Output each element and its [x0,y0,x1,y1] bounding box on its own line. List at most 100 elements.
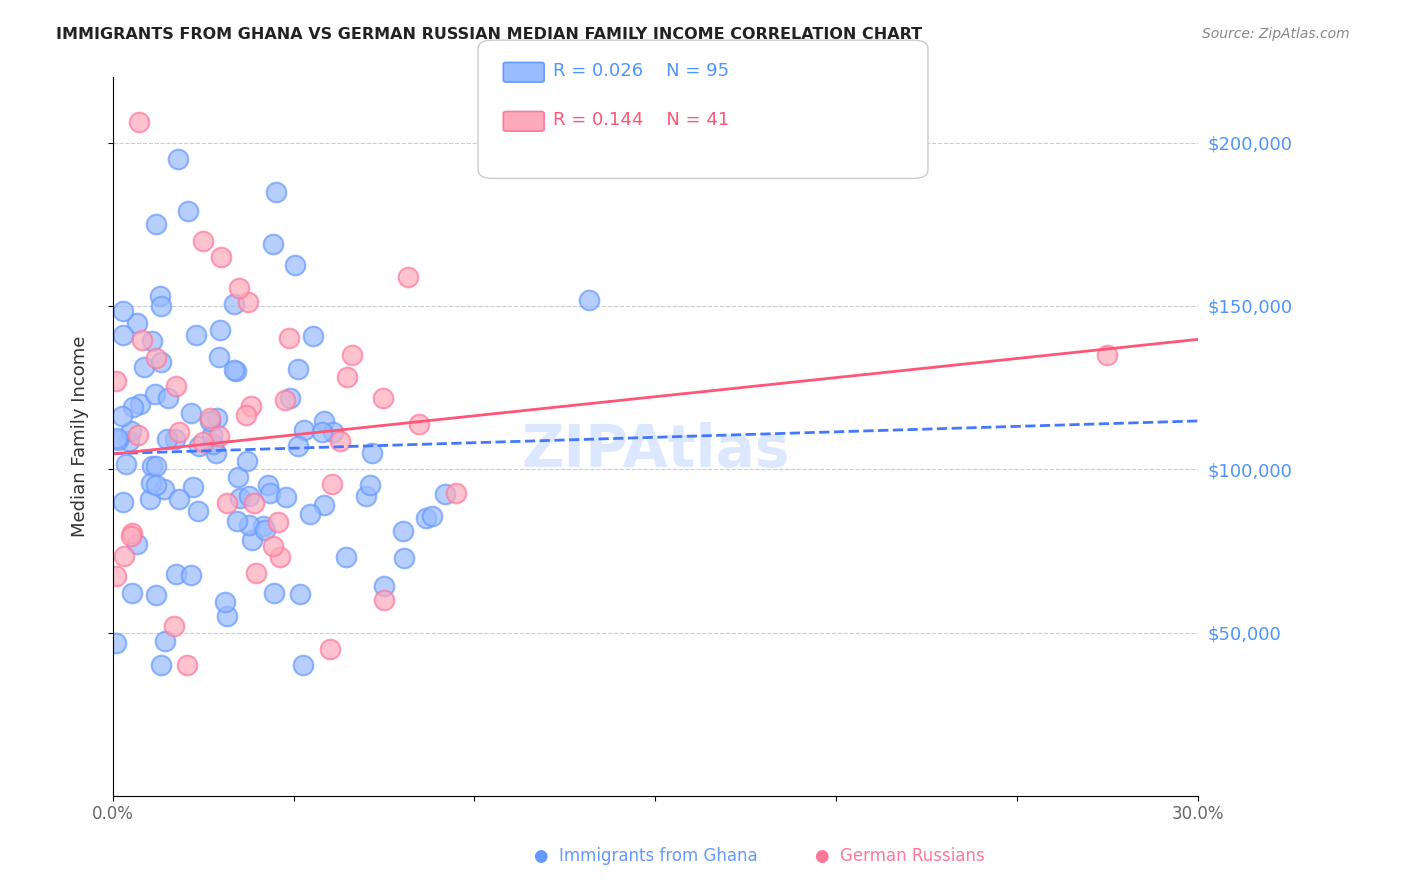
Immigrants from Ghana [125,316,148,330]
Immigrants from Ghana [165,566,187,581]
German Russians [444,485,467,500]
Immigrants from Ghana [149,658,172,673]
German Russians [121,525,143,540]
Immigrants from Ghana [143,386,166,401]
Immigrants from Ghana [392,551,415,566]
Immigrants from Ghana [283,258,305,272]
German Russians [262,539,284,553]
Immigrants from Ghana [149,288,172,302]
Immigrants from Ghana [361,446,384,460]
Immigrants from Ghana [214,594,236,608]
German Russians [336,369,359,384]
German Russians [191,435,214,450]
Immigrants from Ghana [105,636,128,650]
Immigrants from Ghana [201,437,224,451]
Immigrants from Ghana [156,432,179,446]
German Russians [193,234,215,248]
Immigrants from Ghana [156,391,179,405]
German Russians [373,592,395,607]
Immigrants from Ghana [335,549,357,564]
Immigrants from Ghana [125,537,148,551]
Immigrants from Ghana [200,428,222,442]
German Russians [228,281,250,295]
Immigrants from Ghana [434,487,457,501]
Immigrants from Ghana [252,519,274,533]
Immigrants from Ghana [287,439,309,453]
Immigrants from Ghana [107,433,129,447]
Text: IMMIGRANTS FROM GHANA VS GERMAN RUSSIAN MEDIAN FAMILY INCOME CORRELATION CHART: IMMIGRANTS FROM GHANA VS GERMAN RUSSIAN … [56,27,922,42]
German Russians [273,393,295,408]
Immigrants from Ghana [118,434,141,449]
Immigrants from Ghana [149,355,172,369]
Immigrants from Ghana [240,533,263,548]
Immigrants from Ghana [373,579,395,593]
Immigrants from Ghana [141,334,163,348]
Immigrants from Ghana [287,362,309,376]
Text: R = 0.026    N = 95: R = 0.026 N = 95 [553,62,728,80]
German Russians [198,411,221,425]
Immigrants from Ghana [145,589,167,603]
Immigrants from Ghana [312,413,335,427]
Immigrants from Ghana [141,459,163,474]
German Russians [340,348,363,362]
Immigrants from Ghana [238,517,260,532]
German Russians [217,495,239,509]
German Russians [243,496,266,510]
Immigrants from Ghana [354,490,377,504]
German Russians [236,295,259,310]
Immigrants from Ghana [226,470,249,484]
Immigrants from Ghana [215,609,238,624]
Immigrants from Ghana [392,524,415,539]
Immigrants from Ghana [225,514,247,528]
German Russians [278,331,301,345]
Immigrants from Ghana [359,478,381,492]
Immigrants from Ghana [292,423,315,437]
German Russians [269,549,291,564]
Immigrants from Ghana [105,431,128,445]
Immigrants from Ghana [150,299,173,313]
German Russians [245,566,267,581]
Immigrants from Ghana [163,432,186,446]
Immigrants from Ghana [301,329,323,343]
German Russians [396,269,419,284]
German Russians [145,351,167,365]
Immigrants from Ghana [139,475,162,490]
German Russians [235,408,257,422]
Immigrants from Ghana [262,237,284,252]
Immigrants from Ghana [225,364,247,378]
Immigrants from Ghana [198,414,221,428]
Immigrants from Ghana [204,446,226,460]
Immigrants from Ghana [299,507,322,521]
Text: Source: ZipAtlas.com: Source: ZipAtlas.com [1202,27,1350,41]
German Russians [329,434,352,449]
German Russians [408,417,430,431]
German Russians [373,391,395,405]
German Russians [128,115,150,129]
Immigrants from Ghana [155,633,177,648]
Immigrants from Ghana [181,480,204,494]
German Russians [208,428,231,442]
German Russians [105,569,128,583]
German Russians [105,374,128,388]
Immigrants from Ghana [222,363,245,377]
Immigrants from Ghana [180,568,202,582]
Immigrants from Ghana [187,503,209,517]
Y-axis label: Median Family Income: Median Family Income [72,336,89,537]
Immigrants from Ghana [229,491,252,506]
German Russians [127,428,149,442]
Immigrants from Ghana [205,411,228,425]
German Russians [112,549,135,563]
Immigrants from Ghana [322,425,344,439]
Immigrants from Ghana [184,328,207,343]
Immigrants from Ghana [115,457,138,471]
Immigrants from Ghana [122,400,145,414]
Immigrants from Ghana [263,586,285,600]
Immigrants from Ghana [259,486,281,500]
Immigrants from Ghana [276,490,298,504]
Immigrants from Ghana [152,482,174,496]
Immigrants from Ghana [111,303,134,318]
Immigrants from Ghana [257,478,280,492]
Immigrants from Ghana [420,508,443,523]
German Russians [319,641,342,656]
Immigrants from Ghana [291,658,314,673]
